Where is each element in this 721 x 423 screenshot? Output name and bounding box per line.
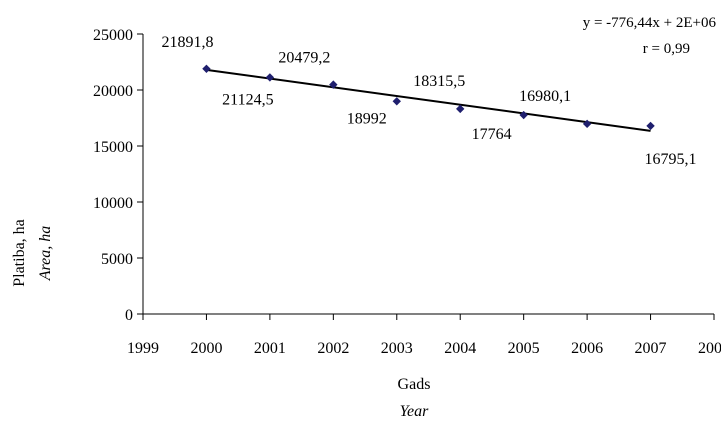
x-tick-label: 2003 [381, 340, 413, 357]
x-tick-label: 2004 [444, 340, 476, 357]
trendline-group [206, 68, 651, 132]
y-axis-subtitle: Area, ha [37, 226, 54, 282]
x-tick-label: 2006 [571, 340, 603, 357]
data-label: 16980,1 [519, 88, 571, 105]
data-point [265, 73, 275, 82]
x-tick-label: 2002 [317, 340, 349, 357]
data-point [392, 97, 401, 106]
x-tick-label: 2000 [190, 340, 222, 357]
y-tick-label: 5000 [101, 251, 133, 268]
data-point [519, 110, 528, 120]
trend-equation: y = -776,44x + 2E+06 [583, 15, 717, 31]
axes [137, 33, 715, 320]
trendline [206, 68, 651, 132]
y-tick-labels: 0 5000 10000 15000 20000 25000 [93, 27, 133, 324]
y-tick-label: 25000 [93, 27, 133, 44]
y-axis-title: Platiba, ha [11, 219, 28, 287]
x-tick-label: 2007 [635, 340, 667, 357]
x-tick-label: 1999 [127, 340, 159, 357]
data-label: 21124,5 [222, 91, 273, 108]
y-tick-label: 0 [125, 307, 133, 324]
x-axis-title: Gads [398, 376, 431, 393]
x-tick-label: 2008 [698, 340, 721, 357]
y-tick-label: 10000 [93, 195, 133, 212]
data-label: 16795,1 [645, 151, 697, 168]
data-label: 20479,2 [278, 50, 330, 67]
data-label: 18992 [347, 110, 387, 127]
data-label: 17764 [472, 126, 512, 143]
x-tick-label: 2001 [254, 340, 286, 357]
data-label: 21891,8 [161, 34, 213, 51]
data-labels: 21891,8 21124,5 20479,2 18992 18315,5 17764 16… [161, 34, 696, 168]
data-point [646, 121, 655, 131]
data-point [202, 64, 211, 74]
y-tick-label: 20000 [93, 83, 133, 100]
x-axis-subtitle: Year [400, 403, 430, 420]
data-point [456, 104, 465, 114]
y-tick-label: 15000 [93, 139, 133, 156]
data-point [582, 119, 592, 129]
x-tick-labels: 1999 2000 2001 2002 2003 2004 2005 2006 2007 2008 [127, 340, 721, 357]
data-label: 18315,5 [413, 73, 465, 90]
x-tick-label: 2005 [508, 340, 540, 357]
data-point [329, 80, 338, 89]
data-points [202, 64, 655, 131]
correlation-label: r = 0,99 [643, 41, 690, 57]
